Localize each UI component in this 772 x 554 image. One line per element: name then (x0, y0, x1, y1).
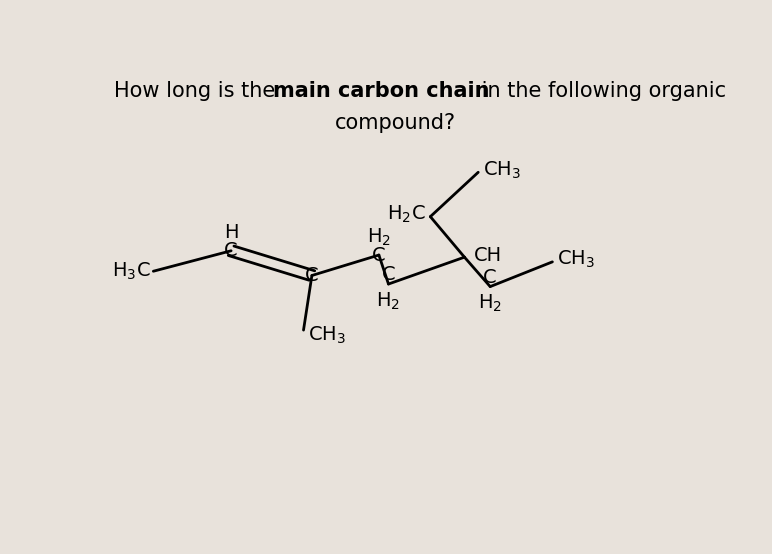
Text: C: C (225, 241, 238, 260)
Text: C: C (305, 266, 319, 285)
Text: H$_3$C: H$_3$C (112, 260, 151, 282)
Text: compound?: compound? (335, 114, 456, 134)
Text: H$_2$: H$_2$ (367, 227, 391, 248)
Text: H: H (224, 223, 239, 242)
Text: CH$_3$: CH$_3$ (557, 249, 595, 270)
Text: main carbon chain: main carbon chain (273, 81, 489, 101)
Text: CH$_3$: CH$_3$ (483, 160, 521, 181)
Text: C: C (372, 245, 386, 264)
Text: How long is the: How long is the (114, 81, 283, 101)
Text: H$_2$: H$_2$ (377, 290, 401, 312)
Text: H$_2$: H$_2$ (478, 293, 503, 314)
Text: C: C (381, 265, 395, 284)
Text: H$_2$C: H$_2$C (387, 204, 425, 225)
Text: C: C (483, 268, 497, 287)
Text: CH$_3$: CH$_3$ (308, 325, 347, 346)
Text: in the following organic: in the following organic (476, 81, 726, 101)
Text: CH: CH (473, 245, 502, 264)
